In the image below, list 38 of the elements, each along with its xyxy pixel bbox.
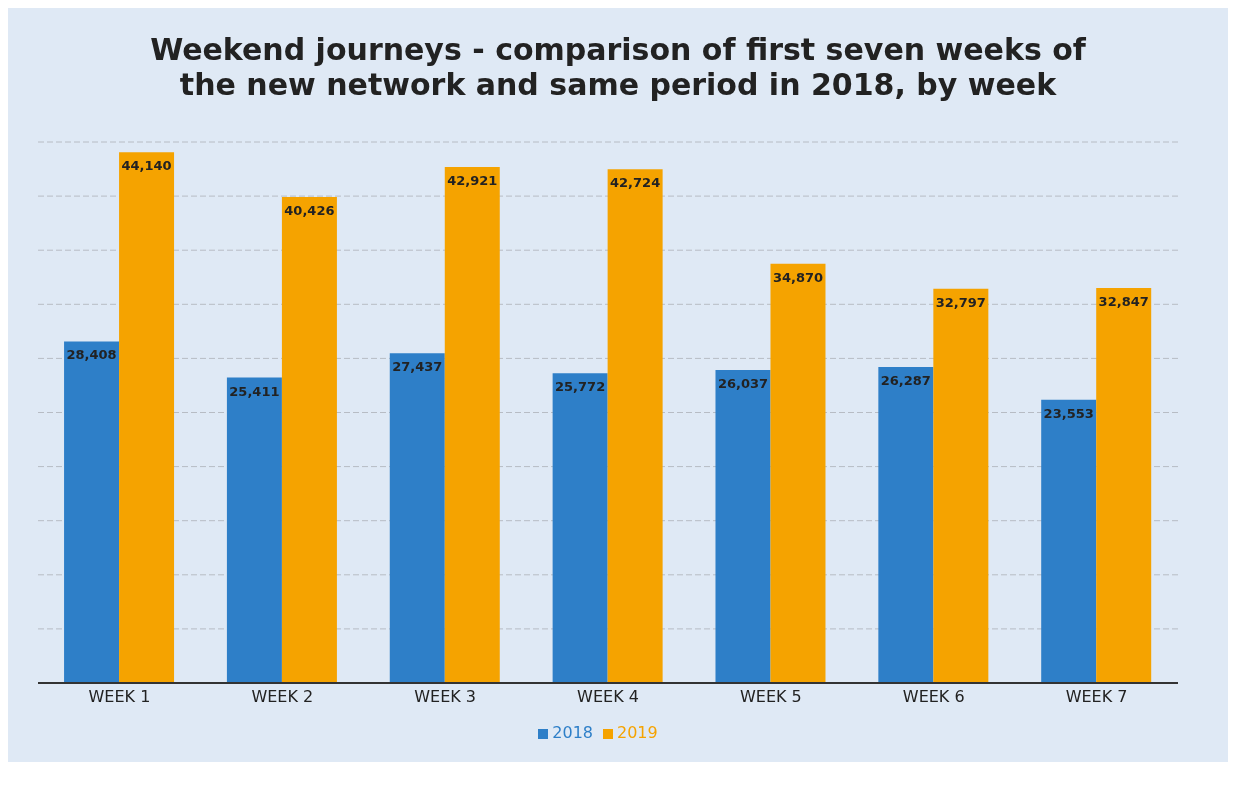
data-label: 23,553 [1043,405,1094,421]
data-label: 32,847 [1098,294,1149,310]
bar [444,166,500,683]
data-label: 44,140 [121,158,172,174]
x-tick-label: WEEK 4 [577,687,639,707]
x-tick-label: WEEK 1 [88,687,151,707]
bar [64,341,120,683]
bar [878,366,934,683]
x-tick-label: WEEK 3 [414,687,477,707]
data-label: 25,772 [555,379,606,395]
data-label: 26,287 [880,372,931,388]
data-label: 34,870 [772,269,824,285]
bar [226,377,282,683]
legend-label: 2018 [552,723,593,742]
chart-title: Weekend journeys - comparison of first seven weeks of the new network and same period in 2018, by week [149,32,1087,102]
bar [933,288,989,683]
bar [1096,288,1152,683]
x-tick-label: WEEK 7 [1065,687,1128,707]
legend-label: 2019 [617,723,658,742]
x-tick-label: WEEK 6 [902,687,965,707]
bar [770,263,826,683]
data-label: 26,037 [717,375,769,391]
data-label: 25,411 [229,383,280,399]
bar [281,196,337,683]
data-label: 32,797 [935,294,986,310]
bar [119,152,175,683]
x-tick-label: WEEK 2 [251,687,314,707]
data-label: 42,921 [447,172,498,188]
data-label: 28,408 [66,347,117,363]
bar [1041,399,1097,683]
data-label: 42,724 [610,175,661,191]
bar [607,169,663,683]
data-label: 40,426 [284,202,335,218]
bar [715,369,771,683]
bar [552,373,608,683]
bar [389,353,445,683]
x-tick-label: WEEK 5 [739,687,802,707]
data-label: 27,437 [392,359,443,375]
